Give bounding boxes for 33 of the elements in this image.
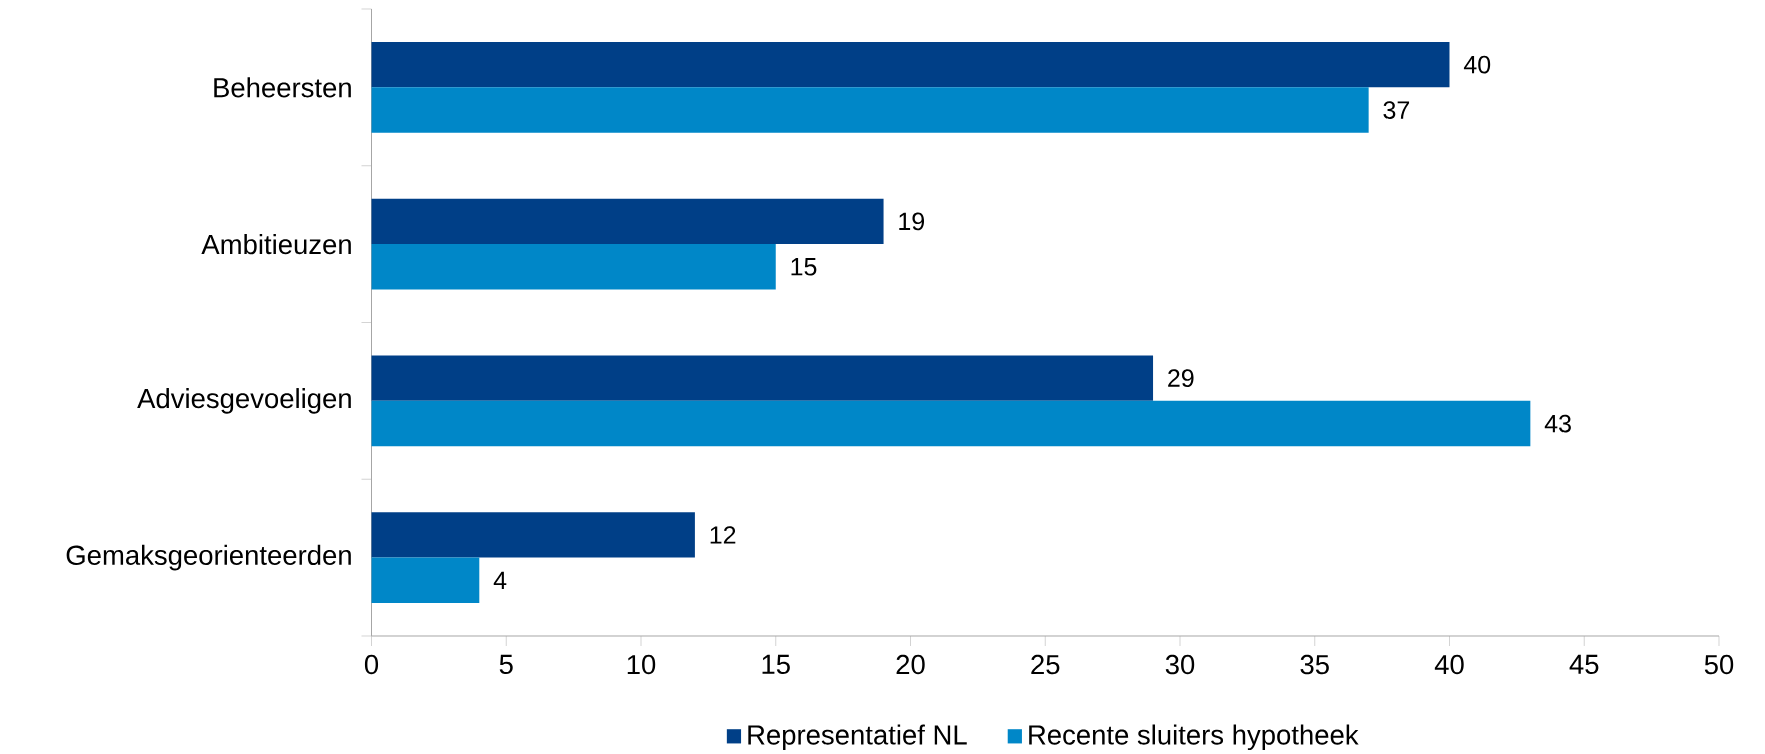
data-label: 15 xyxy=(791,258,817,276)
data-label: 4 xyxy=(493,571,507,589)
x-tick-label: 45 xyxy=(1569,654,1599,675)
x-tick-label: 15 xyxy=(762,654,790,675)
data-label: 19 xyxy=(899,212,925,231)
legend-label: Recente sluiters hypotheek xyxy=(1029,724,1359,751)
x-tick-label: 30 xyxy=(1165,654,1195,675)
bar xyxy=(371,41,1450,88)
data-label: 37 xyxy=(1383,101,1410,119)
x-tick-label: 25 xyxy=(1031,654,1060,675)
x-tick-label: 20 xyxy=(896,654,925,675)
y-tick-label: Ambitieuzen xyxy=(201,234,351,255)
x-tick-label: 40 xyxy=(1434,654,1464,675)
bar xyxy=(371,355,1154,401)
y-tick-label: Adviesgevoeligen xyxy=(137,388,351,414)
x-tick-label: 10 xyxy=(627,654,656,675)
x-tick-label: 0 xyxy=(364,654,379,675)
data-label: 40 xyxy=(1463,55,1491,74)
data-label: 43 xyxy=(1544,414,1571,433)
data-label: 12 xyxy=(710,526,736,544)
legend-label: Representatief NL xyxy=(748,724,967,751)
bar xyxy=(371,557,480,604)
bar xyxy=(371,400,1531,447)
y-tick-label: Gemaksgeorienteerden xyxy=(66,544,351,571)
bar xyxy=(371,87,1369,133)
bar xyxy=(371,198,884,245)
bar xyxy=(371,512,695,558)
x-tick-label: 5 xyxy=(499,654,513,675)
x-tick-label: 35 xyxy=(1300,654,1329,675)
data-label: 29 xyxy=(1168,369,1194,387)
bar xyxy=(371,244,776,290)
x-tick-label: 50 xyxy=(1704,654,1734,675)
y-tick-label: Beheersten xyxy=(214,77,351,98)
